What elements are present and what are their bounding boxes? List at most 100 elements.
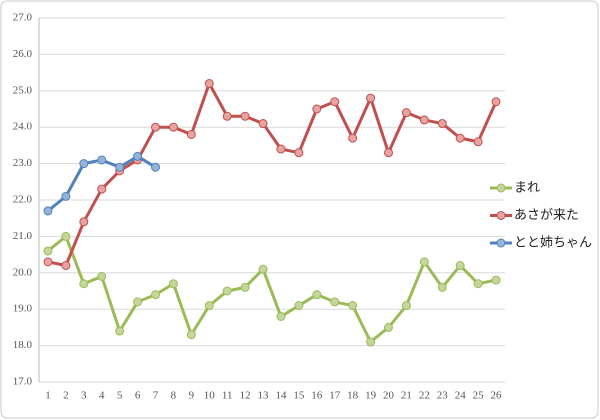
point-marker	[43, 206, 53, 216]
point-marker	[455, 133, 465, 143]
x-tick-label: 3	[81, 390, 87, 402]
point-marker	[204, 79, 214, 89]
x-tick-label: 25	[473, 390, 485, 402]
point-marker	[61, 191, 71, 201]
point-marker	[168, 122, 178, 132]
point-marker	[79, 217, 89, 227]
point-marker	[437, 119, 447, 129]
x-tick-label: 11	[222, 390, 233, 402]
x-tick-label: 26	[491, 390, 503, 402]
x-tick-label: 19	[365, 390, 377, 402]
point-marker	[43, 257, 53, 267]
legend-label: まれ	[514, 181, 540, 196]
point-marker	[222, 111, 232, 121]
y-tick-label: 27.0	[13, 12, 33, 24]
point-marker	[240, 282, 250, 292]
point-marker	[312, 290, 322, 300]
point-marker	[133, 151, 143, 161]
legend-label: とと姉ちゃん	[514, 236, 592, 251]
point-marker	[491, 275, 501, 285]
x-tick-label: 22	[419, 390, 430, 402]
x-tick-label: 7	[153, 390, 159, 402]
y-tick-label: 22.0	[13, 194, 33, 206]
x-tick-label: 10	[204, 390, 216, 402]
x-tick-label: 16	[311, 390, 323, 402]
x-tick-label: 14	[275, 390, 287, 402]
point-marker	[204, 301, 214, 311]
point-marker	[258, 264, 268, 274]
point-marker	[294, 301, 304, 311]
point-marker	[43, 246, 53, 256]
point-marker	[151, 162, 160, 172]
x-tick-label: 20	[383, 390, 395, 402]
point-marker	[437, 282, 447, 292]
y-tick-label: 26.0	[13, 48, 33, 60]
point-marker	[491, 97, 501, 107]
x-tick-label: 8	[171, 390, 177, 402]
x-tick-label: 12	[240, 390, 251, 402]
y-tick-label: 20.0	[13, 266, 33, 278]
point-marker	[366, 337, 376, 347]
point-marker	[115, 162, 125, 172]
point-marker	[312, 104, 322, 114]
legend-marker	[496, 211, 506, 220]
x-tick-label: 6	[135, 390, 141, 402]
y-tick-label: 18.0	[13, 339, 33, 351]
legend-marker	[496, 238, 506, 248]
legend-marker	[496, 183, 506, 193]
point-marker	[294, 148, 304, 158]
point-marker	[97, 271, 107, 281]
point-marker	[276, 311, 286, 321]
x-tick-label: 2	[63, 390, 69, 402]
y-tick-label: 23.0	[13, 157, 33, 169]
point-marker	[240, 111, 250, 121]
point-marker	[133, 297, 143, 307]
point-marker	[186, 330, 196, 340]
point-marker	[401, 108, 411, 118]
x-tick-label: 5	[117, 390, 123, 402]
point-marker	[401, 301, 411, 311]
point-marker	[455, 261, 465, 271]
x-tick-label: 1	[45, 390, 51, 402]
point-marker	[348, 301, 358, 311]
point-marker	[79, 279, 89, 289]
x-tick-label: 13	[258, 390, 270, 402]
x-tick-label: 21	[401, 390, 412, 402]
x-tick-label: 24	[455, 390, 467, 402]
x-tick-label: 23	[437, 390, 449, 402]
point-marker	[366, 93, 376, 103]
point-marker	[168, 279, 178, 289]
point-marker	[276, 144, 286, 154]
point-marker	[348, 133, 358, 143]
point-marker	[384, 322, 393, 332]
point-marker	[97, 184, 107, 194]
y-tick-label: 25.0	[13, 84, 33, 96]
legend-label: あさが来た	[514, 208, 579, 223]
point-marker	[473, 137, 483, 147]
point-marker	[419, 257, 429, 267]
point-marker	[115, 326, 125, 336]
y-tick-label: 21.0	[13, 230, 33, 242]
point-marker	[419, 115, 429, 125]
y-tick-label: 19.0	[13, 303, 33, 315]
x-tick-label: 17	[329, 390, 341, 402]
point-marker	[151, 290, 160, 300]
x-tick-label: 18	[347, 390, 359, 402]
point-marker	[97, 155, 107, 165]
point-marker	[61, 261, 71, 271]
x-tick-label: 15	[293, 390, 305, 402]
point-marker	[186, 129, 196, 139]
point-marker	[151, 122, 160, 132]
y-tick-label: 24.0	[13, 121, 33, 133]
point-marker	[61, 231, 71, 241]
point-marker	[473, 279, 483, 289]
point-marker	[384, 148, 393, 158]
point-marker	[258, 119, 268, 129]
x-tick-label: 4	[99, 390, 105, 402]
point-marker	[79, 159, 89, 169]
point-marker	[330, 97, 340, 107]
point-marker	[222, 286, 232, 296]
series-line	[47, 234, 497, 344]
